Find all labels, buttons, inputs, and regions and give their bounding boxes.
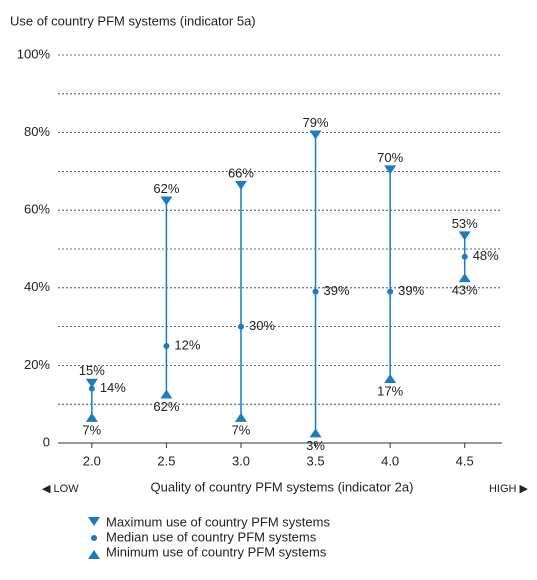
point xyxy=(384,165,397,175)
value-label: 12% xyxy=(174,337,200,352)
value-label: 39% xyxy=(324,283,350,298)
point xyxy=(461,253,468,260)
value-label: 7% xyxy=(82,422,101,437)
x-tick-label: 3.5 xyxy=(307,453,325,468)
value-label: 79% xyxy=(303,115,329,130)
x-tick-label: 2.5 xyxy=(157,453,175,468)
legend-symbol xyxy=(88,517,100,526)
point xyxy=(309,130,322,140)
point xyxy=(160,196,173,206)
point xyxy=(85,412,98,422)
x-axis-label: Quality of country PFM systems (indicato… xyxy=(151,479,414,494)
legend-label: Minimum use of country PFM systems xyxy=(106,544,327,559)
value-label: 30% xyxy=(249,318,275,333)
value-label: 7% xyxy=(232,422,251,437)
point xyxy=(458,273,471,283)
point xyxy=(384,374,397,384)
y-tick-label: 40% xyxy=(24,279,50,294)
point xyxy=(387,288,394,295)
x-low-label: ◀ LOW xyxy=(42,483,79,495)
value-label: 62% xyxy=(153,181,179,196)
value-label: 66% xyxy=(228,165,254,180)
value-label: 70% xyxy=(377,150,403,165)
x-tick-label: 4.0 xyxy=(381,453,399,468)
point xyxy=(312,288,319,295)
value-label: 43% xyxy=(452,283,478,298)
legend-symbol xyxy=(88,550,100,559)
value-label: 48% xyxy=(473,248,499,263)
point xyxy=(160,389,173,399)
y-tick-label: 60% xyxy=(24,202,50,217)
value-label: 3% xyxy=(306,438,325,453)
y-tick-label: 80% xyxy=(24,124,50,139)
x-tick-label: 3.0 xyxy=(232,453,250,468)
legend-label: Maximum use of country PFM systems xyxy=(106,514,330,529)
value-label: 39% xyxy=(398,283,424,298)
value-label: 62% xyxy=(153,399,179,414)
chart-title: Use of country PFM systems (indicator 5a… xyxy=(10,13,256,28)
y-tick-label: 100% xyxy=(17,46,51,61)
point xyxy=(309,428,322,438)
legend-symbol xyxy=(91,535,97,541)
point xyxy=(234,412,247,422)
point xyxy=(163,343,170,349)
point xyxy=(88,385,95,392)
point xyxy=(237,323,244,330)
value-label: 15% xyxy=(79,363,105,378)
y-tick-label: 20% xyxy=(24,357,50,372)
value-label: 17% xyxy=(377,383,403,398)
legend-label: Median use of country PFM systems xyxy=(106,529,317,544)
x-tick-label: 4.5 xyxy=(456,453,474,468)
point xyxy=(85,378,98,388)
value-label: 14% xyxy=(100,380,126,395)
value-label: 53% xyxy=(452,216,478,231)
x-tick-label: 2.0 xyxy=(83,453,101,468)
y-tick-label: 0 xyxy=(43,434,50,449)
point xyxy=(234,180,247,190)
point xyxy=(458,231,471,241)
x-high-label: HIGH ▶ xyxy=(489,483,529,495)
